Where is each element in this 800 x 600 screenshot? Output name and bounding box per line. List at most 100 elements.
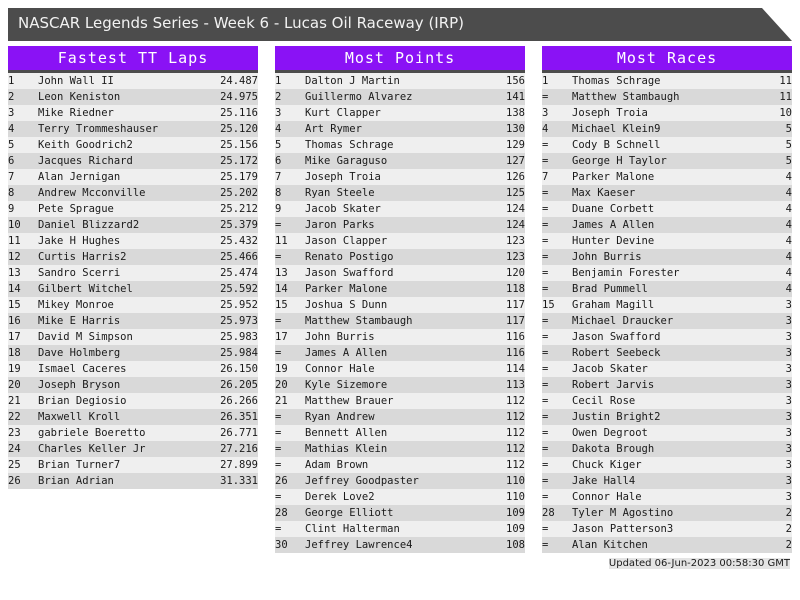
row-value: 27.899: [220, 459, 258, 471]
row-position: 17: [275, 331, 288, 343]
leaderboard-table: 1 John Wall II 24.487 2 Leon Keniston 24.975 3…: [8, 73, 258, 489]
row-driver-name: Connor Hale: [305, 363, 375, 375]
leaderboard-columns: Fastest TT Laps 1 John Wall II 24.487 2 Leon …: [8, 46, 792, 553]
table-row: = Jacob Skater 3: [542, 361, 792, 377]
row-driver-name: Chuck Kiger: [572, 459, 642, 471]
row-position: =: [542, 203, 549, 215]
row-value: 5: [785, 123, 792, 135]
row-position: 6: [8, 155, 15, 167]
row-value: 127: [506, 155, 525, 167]
row-position: 2: [275, 91, 282, 103]
row-position: =: [542, 475, 549, 487]
table-row: 3 Mike Riedner 25.116: [8, 105, 258, 121]
row-driver-name: Jason Swafford: [305, 267, 394, 279]
row-value: 11: [779, 91, 792, 103]
row-driver-name: Jacob Skater: [572, 363, 648, 375]
row-value: 4: [785, 235, 792, 247]
row-position: 7: [542, 171, 549, 183]
row-value: 112: [506, 459, 525, 471]
row-position: =: [542, 523, 549, 535]
row-value: 25.952: [220, 299, 258, 311]
table-row: 8 Andrew Mcconville 25.202: [8, 185, 258, 201]
row-driver-name: Ryan Steele: [305, 187, 375, 199]
table-row: 2 Guillermo Alvarez 141: [275, 89, 525, 105]
row-position: =: [275, 219, 282, 231]
table-row: = Max Kaeser 4: [542, 185, 792, 201]
row-driver-name: Thomas Schrage: [305, 139, 394, 151]
row-driver-name: Connor Hale: [572, 491, 642, 503]
row-value: 25.984: [220, 347, 258, 359]
table-row: 13 Jason Swafford 120: [275, 265, 525, 281]
table-row: 30 Jeffrey Lawrence4 108: [275, 537, 525, 553]
row-value: 3: [785, 379, 792, 391]
row-driver-name: Leon Keniston: [38, 91, 121, 103]
row-position: 30: [275, 539, 288, 551]
row-driver-name: Keith Goodrich2: [38, 139, 133, 151]
row-position: =: [542, 379, 549, 391]
row-driver-name: Duane Corbett: [572, 203, 655, 215]
row-driver-name: Renato Postigo: [305, 251, 394, 263]
row-position: =: [275, 251, 282, 263]
table-row: = James A Allen 116: [275, 345, 525, 361]
row-value: 108: [506, 539, 525, 551]
table-row: 9 Pete Sprague 25.212: [8, 201, 258, 217]
row-driver-name: Derek Love2: [305, 491, 375, 503]
row-driver-name: Jeffrey Lawrence4: [305, 539, 413, 551]
table-row: = Renato Postigo 123: [275, 249, 525, 265]
row-position: 28: [542, 507, 555, 519]
row-position: 18: [8, 347, 21, 359]
row-driver-name: Dalton J Martin: [305, 75, 400, 87]
row-driver-name: Jacques Richard: [38, 155, 133, 167]
row-driver-name: Owen Degroot: [572, 427, 648, 439]
row-value: 3: [785, 411, 792, 423]
row-value: 2: [785, 539, 792, 551]
row-position: 7: [275, 171, 282, 183]
table-row: = Connor Hale 3: [542, 489, 792, 505]
table-row: = Michael Draucker 3: [542, 313, 792, 329]
table-row: 19 Ismael Caceres 26.150: [8, 361, 258, 377]
row-value: 25.592: [220, 283, 258, 295]
row-value: 25.432: [220, 235, 258, 247]
row-driver-name: Parker Malone: [305, 283, 388, 295]
table-row: 20 Kyle Sizemore 113: [275, 377, 525, 393]
row-driver-name: Jason Clapper: [305, 235, 388, 247]
row-value: 26.771: [220, 427, 258, 439]
row-driver-name: Clint Halterman: [305, 523, 400, 535]
row-position: 4: [542, 123, 549, 135]
row-driver-name: Bennett Allen: [305, 427, 388, 439]
row-position: =: [542, 331, 549, 343]
row-value: 124: [506, 219, 525, 231]
row-driver-name: Justin Bright2: [572, 411, 661, 423]
row-value: 112: [506, 411, 525, 423]
row-position: =: [275, 347, 282, 359]
row-position: 4: [8, 123, 15, 135]
row-value: 24.975: [220, 91, 258, 103]
row-position: 24: [8, 443, 21, 455]
table-row: = Robert Seebeck 3: [542, 345, 792, 361]
row-position: 8: [8, 187, 15, 199]
row-driver-name: Art Rymer: [305, 123, 362, 135]
row-position: 26: [275, 475, 288, 487]
row-driver-name: Benjamin Forester: [572, 267, 680, 279]
row-driver-name: Dakota Brough: [572, 443, 655, 455]
table-row: = Bennett Allen 112: [275, 425, 525, 441]
row-value: 31.331: [220, 475, 258, 487]
table-row: = Jake Hall4 3: [542, 473, 792, 489]
row-value: 112: [506, 395, 525, 407]
row-driver-name: Parker Malone: [572, 171, 655, 183]
row-value: 123: [506, 235, 525, 247]
row-position: 14: [8, 283, 21, 295]
row-value: 25.983: [220, 331, 258, 343]
row-value: 110: [506, 491, 525, 503]
row-position: =: [542, 139, 549, 151]
row-driver-name: Jaron Parks: [305, 219, 375, 231]
row-value: 25.120: [220, 123, 258, 135]
row-value: 24.487: [220, 75, 258, 87]
row-value: 3: [785, 395, 792, 407]
row-position: 21: [275, 395, 288, 407]
table-row: 14 Parker Malone 118: [275, 281, 525, 297]
row-position: 11: [8, 235, 21, 247]
table-row: 24 Charles Keller Jr 27.216: [8, 441, 258, 457]
row-driver-name: Alan Kitchen: [572, 539, 648, 551]
